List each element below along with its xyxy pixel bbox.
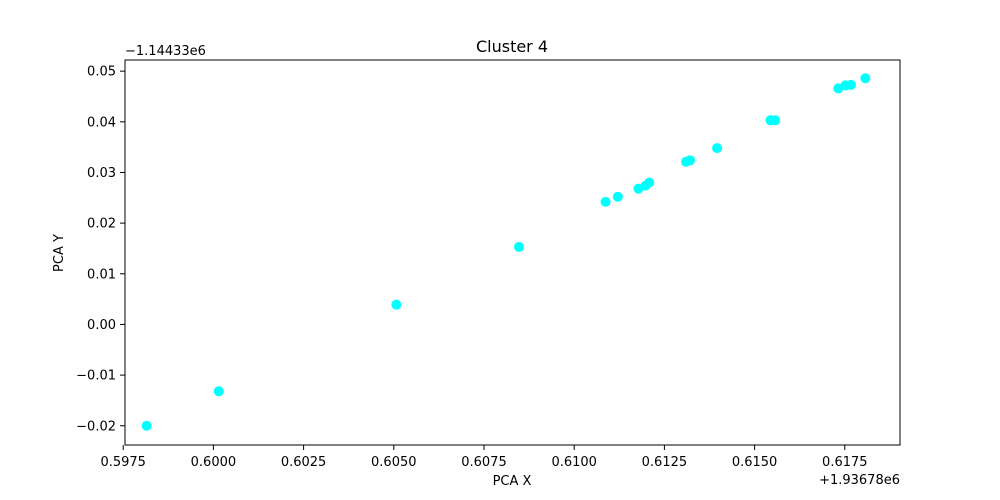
scatter-point [685,155,696,166]
y-tick-label: 0.02 [87,217,116,232]
y-tick-label: −0.02 [76,419,116,434]
x-tick-label: 0.6150 [732,455,778,470]
y-tick-label: 0.04 [87,115,116,130]
y-tick-label: 0.01 [87,267,116,282]
x-offset-label: +1.93678e6 [819,473,900,488]
y-axis-ticks: −0.02 −0.01 0.00 0.01 0.02 0.03 0.04 0.05 [76,65,125,434]
y-tick-label: −0.01 [76,369,116,384]
y-offset-label: −1.14433e6 [125,44,206,59]
x-tick-label: 0.6025 [281,455,327,470]
scatter-point [860,73,871,84]
scatter-point [213,386,224,397]
scatter-point [612,191,623,202]
scatter-point [644,177,655,188]
x-tick-label: 0.6175 [822,455,868,470]
x-tick-label: 0.6100 [551,455,597,470]
x-axis-label: PCA X [493,474,532,489]
y-tick-label: 0.03 [87,166,116,181]
data-points [141,73,871,431]
scatter-point [141,420,152,431]
x-tick-label: 0.6125 [642,455,688,470]
x-tick-label: 0.5975 [100,455,146,470]
y-axis-label: PCA Y [52,234,67,272]
y-tick-label: 0.05 [87,65,116,80]
scatter-point [513,241,524,252]
chart-title: Cluster 4 [476,37,548,56]
plot-frame [124,59,901,446]
scatter-point [391,299,402,310]
x-tick-label: 0.6075 [461,455,507,470]
x-tick-label: 0.6050 [371,455,417,470]
x-tick-label: 0.6000 [191,455,237,470]
scatter-point [770,115,781,126]
y-tick-label: 0.00 [87,318,116,333]
scatter-point [845,79,856,90]
x-axis-ticks: 0.5975 0.6000 0.6025 0.6050 0.6075 0.6100 0.61… [100,445,868,470]
scatter-point [712,143,723,154]
scatter-point [600,196,611,207]
